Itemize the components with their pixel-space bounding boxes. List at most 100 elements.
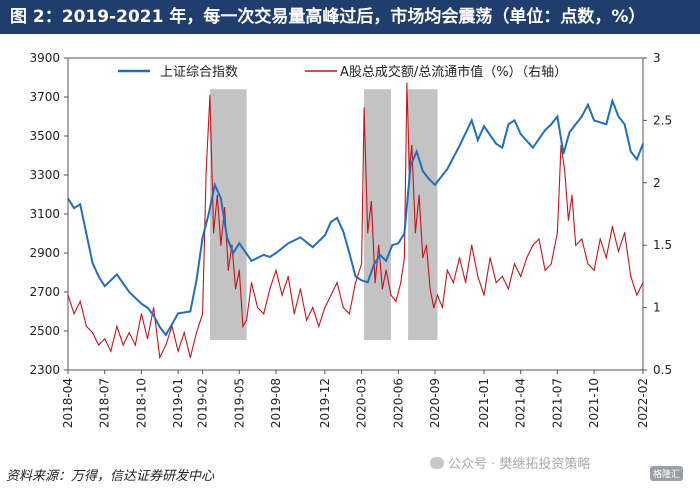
turnover-point-102 <box>593 269 595 271</box>
index-point-0 <box>67 197 69 200</box>
index-point-28 <box>299 236 302 239</box>
turnover-point-22 <box>201 313 204 315</box>
right-axis: 0.5 1 1.5 2 2.5 3 <box>643 51 672 377</box>
plot-frame <box>67 57 644 371</box>
turnover-point-81 <box>477 275 479 277</box>
right-tick-label-3: 2 <box>653 176 661 190</box>
index-point-38 <box>373 263 375 266</box>
index-point-52 <box>477 139 479 141</box>
turnover-point-64 <box>403 257 406 259</box>
turnover-point-73 <box>433 307 435 309</box>
x-tick-label-4: 2019-02 <box>196 378 210 428</box>
turnover-point-14 <box>153 307 155 309</box>
series-line-index <box>67 97 644 337</box>
turnover-point-103 <box>599 238 601 240</box>
chart-area: 2300 2500 2700 2900 3100 3300 3500 3700 3900 0.5… <box>29 51 672 428</box>
turnover-point-47 <box>324 307 326 309</box>
turnover-point-1 <box>73 313 75 315</box>
right-tick-label-5: 3 <box>653 51 661 65</box>
index-point-36 <box>360 279 363 282</box>
turnover-point-71 <box>425 244 428 246</box>
turnover-point-38 <box>269 288 271 290</box>
index-point-46 <box>421 170 424 172</box>
index-point-74 <box>642 143 644 145</box>
left-tick-label-8: 3900 <box>29 51 60 65</box>
turnover-point-82 <box>483 294 485 296</box>
turnover-point-54 <box>363 107 365 109</box>
turnover-point-92 <box>544 269 546 271</box>
index-point-66 <box>587 104 589 106</box>
turnover-point-4 <box>91 331 94 334</box>
turnover-point-93 <box>550 263 552 265</box>
turnover-point-67 <box>411 144 413 146</box>
turnover-point-52 <box>354 282 357 284</box>
index-point-20 <box>226 236 228 239</box>
turnover-point-41 <box>287 275 289 277</box>
index-point-70 <box>617 115 620 118</box>
index-point-37 <box>366 281 369 284</box>
turnover-point-56 <box>370 200 373 203</box>
index-point-5 <box>103 285 106 287</box>
turnover-point-17 <box>171 325 173 327</box>
index-point-58 <box>519 133 522 135</box>
index-point-30 <box>324 234 326 237</box>
index-point-42 <box>397 242 400 245</box>
left-tick-label-1: 2500 <box>29 324 60 338</box>
turnover-point-28 <box>223 207 226 209</box>
legend-label-turnover: A股总成交额/总流通市值（%）（右轴） <box>340 64 567 80</box>
turnover-point-24 <box>209 94 211 97</box>
series-lines <box>67 82 644 360</box>
turnover-point-36 <box>257 307 259 309</box>
turnover-point-34 <box>246 319 248 321</box>
index-point-21 <box>232 252 234 254</box>
index-point-62 <box>556 115 559 118</box>
turnover-point-43 <box>299 288 302 290</box>
turnover-point-69 <box>418 194 420 196</box>
index-point-11 <box>158 326 161 328</box>
turnover-point-88 <box>520 275 522 277</box>
index-point-64 <box>568 131 571 133</box>
turnover-point-90 <box>532 244 534 246</box>
index-point-14 <box>189 310 192 313</box>
index-point-61 <box>550 123 553 126</box>
index-point-25 <box>269 256 271 258</box>
index-point-24 <box>262 254 265 256</box>
index-point-55 <box>501 146 504 149</box>
turnover-point-106 <box>617 250 620 253</box>
turnover-point-58 <box>378 244 380 246</box>
x-tick-label-15: 2022-02 <box>636 378 650 428</box>
turnover-point-95 <box>560 144 562 146</box>
chart-title: 图 2：2019-2021 年，每一次交易量高峰过后，市场均会震荡（单位：点数，… <box>0 0 700 34</box>
turnover-point-25 <box>212 232 215 234</box>
turnover-point-48 <box>330 294 332 296</box>
turnover-point-30 <box>231 244 233 246</box>
index-point-59 <box>532 146 534 149</box>
turnover-point-66 <box>408 169 410 171</box>
index-point-6 <box>116 273 118 276</box>
turnover-point-72 <box>429 288 431 290</box>
turnover-point-50 <box>342 307 344 309</box>
wechat-icon <box>430 456 444 469</box>
turnover-point-77 <box>452 282 454 284</box>
index-point-19 <box>220 197 222 200</box>
left-tick-label-2: 2700 <box>29 285 60 299</box>
index-point-73 <box>636 158 638 161</box>
right-tick-label-1: 1 <box>653 301 661 315</box>
index-point-31 <box>330 221 332 223</box>
turnover-point-85 <box>501 275 503 277</box>
turnover-point-100 <box>581 238 583 240</box>
turnover-point-12 <box>140 313 143 315</box>
watermark: 公众号 · 樊继拓投资策略 <box>430 453 590 472</box>
turnover-point-2 <box>79 300 81 302</box>
index-point-39 <box>379 254 381 256</box>
turnover-point-91 <box>538 238 540 240</box>
turnover-point-13 <box>146 338 149 340</box>
turnover-point-16 <box>165 344 167 346</box>
index-point-33 <box>342 230 345 233</box>
turnover-point-57 <box>374 282 376 284</box>
turnover-point-11 <box>134 344 136 346</box>
turnover-point-110 <box>642 282 644 284</box>
turnover-point-63 <box>400 282 402 284</box>
turnover-point-70 <box>422 257 424 259</box>
turnover-point-39 <box>275 269 277 271</box>
